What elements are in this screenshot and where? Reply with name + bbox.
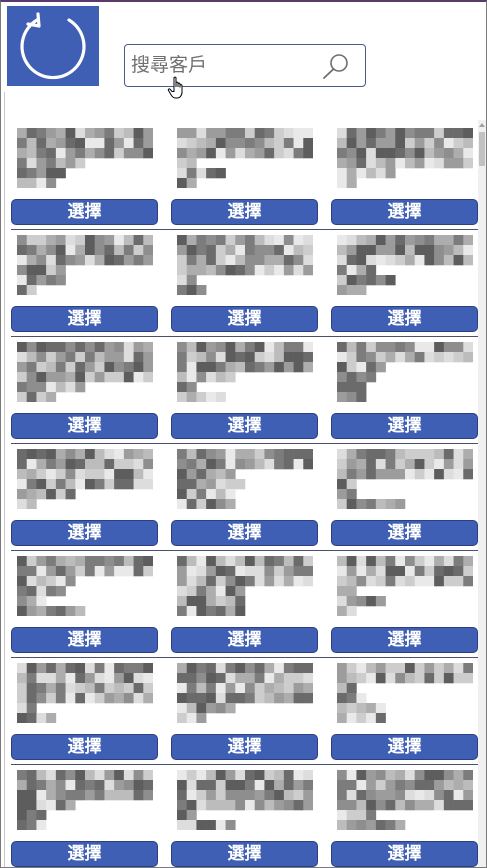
row-separator xyxy=(11,550,478,551)
customer-row: 選擇 選擇 選擇 xyxy=(11,655,478,762)
customer-card: 選擇 xyxy=(331,762,478,867)
select-button[interactable]: 選擇 xyxy=(11,520,158,546)
pixelated-customer-info xyxy=(177,556,313,616)
search-icon[interactable] xyxy=(321,52,351,80)
row-separator xyxy=(11,336,478,337)
search-input[interactable] xyxy=(131,51,311,79)
select-button[interactable]: 選擇 xyxy=(11,734,158,760)
select-button[interactable]: 選擇 xyxy=(331,413,478,439)
select-button[interactable]: 選擇 xyxy=(171,734,318,760)
header-bar xyxy=(1,2,486,99)
pixelated-customer-info xyxy=(17,556,153,616)
refresh-button[interactable] xyxy=(7,6,99,86)
pixelated-customer-info xyxy=(337,128,473,188)
customer-row: 選擇 選擇 選擇 xyxy=(11,227,478,334)
pixelated-customer-info xyxy=(337,556,473,616)
customer-row: 選擇 選擇 選擇 xyxy=(11,762,478,867)
pixelated-customer-info xyxy=(337,235,473,295)
pixelated-customer-info xyxy=(17,663,153,723)
select-button[interactable]: 選擇 xyxy=(331,199,478,225)
select-button[interactable]: 選擇 xyxy=(331,841,478,867)
row-separator xyxy=(11,443,478,444)
pixelated-customer-info xyxy=(177,770,313,830)
customer-card: 選擇 xyxy=(171,655,319,762)
select-button[interactable]: 選擇 xyxy=(331,520,478,546)
pixelated-customer-info xyxy=(17,342,153,402)
select-button[interactable]: 選擇 xyxy=(11,413,158,439)
pixelated-customer-info xyxy=(17,235,153,295)
customer-card: 選擇 xyxy=(11,762,159,867)
select-button[interactable]: 選擇 xyxy=(171,841,318,867)
customer-card: 選擇 xyxy=(171,762,319,867)
pixelated-customer-info xyxy=(337,770,473,830)
select-button[interactable]: 選擇 xyxy=(171,199,318,225)
customer-card: 選擇 xyxy=(11,334,159,441)
select-button[interactable]: 選擇 xyxy=(331,306,478,332)
left-rail xyxy=(4,92,5,867)
customer-card: 選擇 xyxy=(331,548,478,655)
customer-grid: 選擇 選擇 選擇 選擇 選擇 選擇 選擇 選擇 選擇 選擇 選擇 選擇 選擇 選擇 選擇 選擇 選擇 選擇 選擇 選擇… xyxy=(5,120,478,867)
row-separator xyxy=(11,229,478,230)
select-button[interactable]: 選擇 xyxy=(11,627,158,653)
row-separator xyxy=(11,657,478,658)
select-button[interactable]: 選擇 xyxy=(11,199,158,225)
pixelated-customer-info xyxy=(337,449,473,509)
pixelated-customer-info xyxy=(337,342,473,402)
customer-card: 選擇 xyxy=(331,655,478,762)
select-button[interactable]: 選擇 xyxy=(11,841,158,867)
customer-card: 選擇 xyxy=(11,441,159,548)
select-button[interactable]: 選擇 xyxy=(171,520,318,546)
select-button[interactable]: 選擇 xyxy=(331,734,478,760)
pixelated-customer-info xyxy=(177,663,313,723)
customer-row: 選擇 選擇 選擇 xyxy=(11,548,478,655)
pixelated-customer-info xyxy=(17,449,153,509)
scrollbar-thumb[interactable] xyxy=(479,132,485,166)
scroll-up-arrow-icon[interactable] xyxy=(478,120,486,130)
select-button[interactable]: 選擇 xyxy=(331,627,478,653)
select-button[interactable]: 選擇 xyxy=(171,627,318,653)
customer-row: 選擇 選擇 選擇 xyxy=(11,334,478,441)
pixelated-customer-info xyxy=(337,663,473,723)
customer-card: 選擇 xyxy=(331,334,478,441)
pixelated-customer-info xyxy=(177,128,313,188)
pixelated-customer-info xyxy=(177,342,313,402)
customer-card: 選擇 xyxy=(331,227,478,334)
search-box xyxy=(124,44,366,87)
select-button[interactable]: 選擇 xyxy=(171,306,318,332)
customer-card: 選擇 xyxy=(171,548,319,655)
customer-card: 選擇 xyxy=(11,120,159,227)
pixelated-customer-info xyxy=(177,235,313,295)
pixelated-customer-info xyxy=(177,449,313,509)
select-button[interactable]: 選擇 xyxy=(11,306,158,332)
customer-card: 選擇 xyxy=(171,441,319,548)
customer-card: 選擇 xyxy=(171,227,319,334)
customer-row: 選擇 選擇 選擇 xyxy=(11,120,478,227)
customer-card: 選擇 xyxy=(171,334,319,441)
pixelated-customer-info xyxy=(17,128,153,188)
vertical-scrollbar[interactable] xyxy=(478,120,486,867)
customer-row: 選擇 選擇 選擇 xyxy=(11,441,478,548)
select-button[interactable]: 選擇 xyxy=(171,413,318,439)
pixelated-customer-info xyxy=(17,770,153,830)
customer-card: 選擇 xyxy=(11,655,159,762)
customer-card: 選擇 xyxy=(331,441,478,548)
customer-card: 選擇 xyxy=(11,227,159,334)
row-separator xyxy=(11,764,478,765)
customer-card: 選擇 xyxy=(331,120,478,227)
customer-card: 選擇 xyxy=(11,548,159,655)
customer-card: 選擇 xyxy=(171,120,319,227)
refresh-icon xyxy=(20,12,86,80)
